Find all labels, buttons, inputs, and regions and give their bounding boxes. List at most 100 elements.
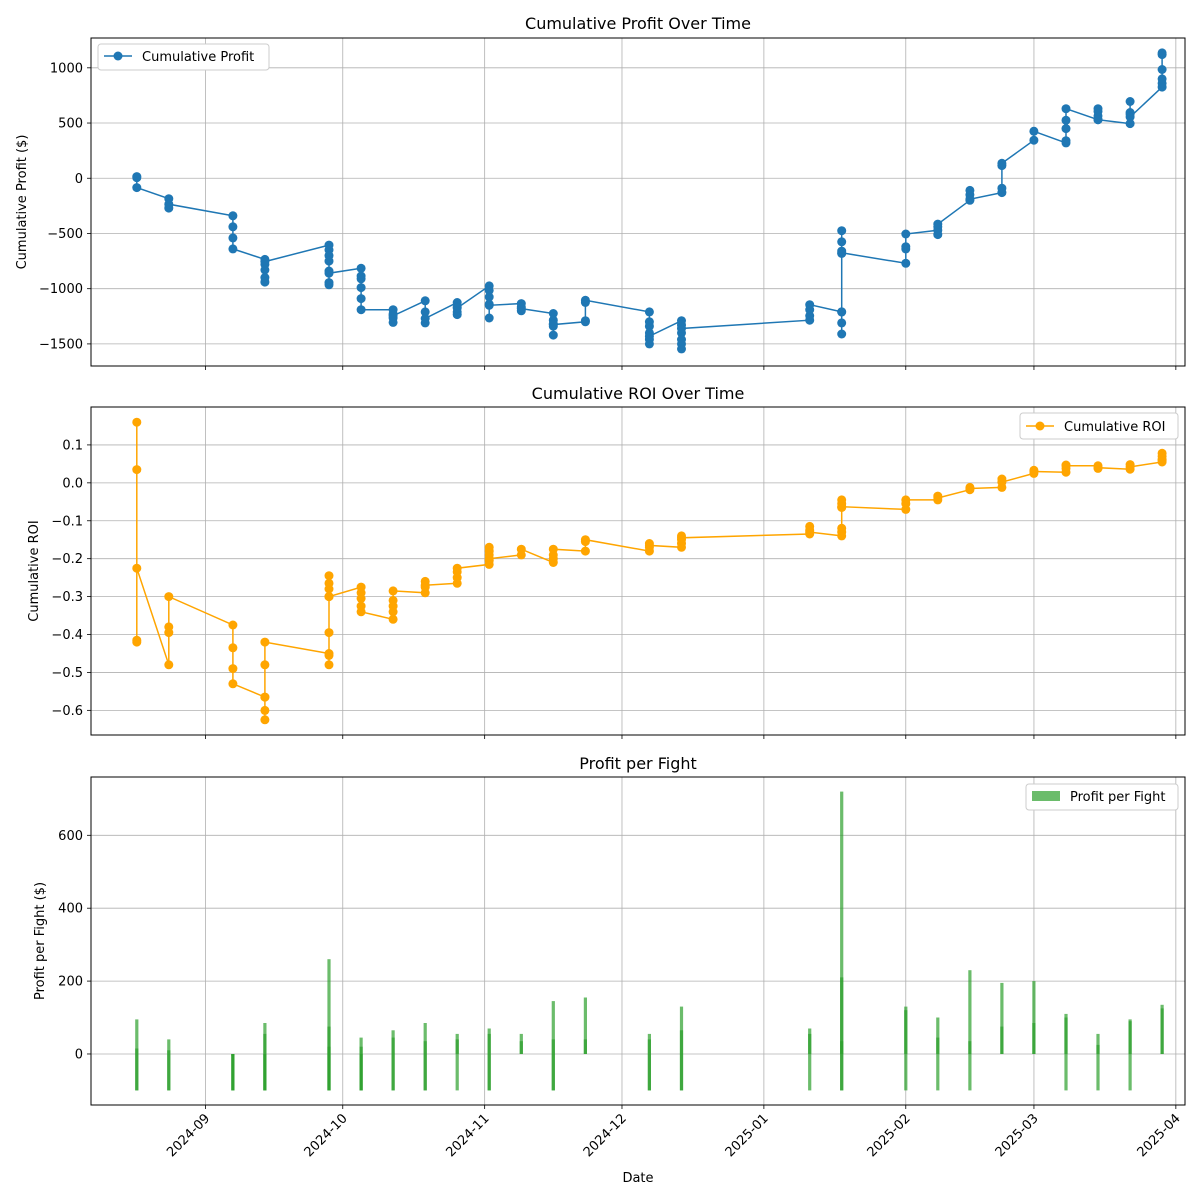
x-tick-label: 2025-03 (993, 1111, 1042, 1160)
data-point (484, 300, 494, 310)
bar (679, 1054, 684, 1091)
data-point (1061, 115, 1071, 125)
data-point (260, 692, 270, 702)
panel-cumulative-roi: Cumulative ROI Over Time Cumulative ROI … (27, 384, 1186, 739)
x-tick-label: 2025-01 (723, 1111, 772, 1160)
bar (1096, 1033, 1100, 1054)
data-point (1029, 126, 1039, 136)
data-point (1157, 455, 1167, 465)
data-point (260, 637, 270, 647)
data-point (837, 307, 847, 317)
data-point (260, 715, 270, 725)
data-point (901, 242, 911, 252)
grid (91, 777, 1185, 1105)
bar (904, 1054, 908, 1091)
axes-frame (90, 37, 1186, 367)
data-point (997, 183, 1007, 193)
data-point (997, 158, 1007, 168)
data-point (548, 330, 558, 340)
y-tick-label: −0.3 (51, 590, 83, 605)
y-tick-label: 0 (75, 172, 83, 187)
x-tick-label: 2025-02 (865, 1111, 914, 1160)
y-tick-label: 600 (58, 829, 83, 844)
data-point (420, 307, 430, 317)
bar (359, 1037, 363, 1054)
data-point (644, 321, 654, 331)
data-point (901, 495, 911, 505)
axes-frame (90, 406, 1186, 736)
data-point (965, 484, 975, 493)
data-point (644, 331, 654, 341)
bar (808, 1054, 812, 1091)
data-point (228, 222, 238, 232)
y-tick-label: 400 (58, 902, 83, 917)
data-point (837, 329, 847, 339)
data-point (1125, 462, 1135, 472)
data-point (644, 339, 654, 349)
data-point (260, 705, 270, 715)
data-point (1157, 74, 1167, 84)
data-point (901, 258, 911, 268)
data-point (1029, 135, 1039, 145)
grid (91, 407, 1185, 735)
data-point (516, 304, 526, 314)
bar (840, 1054, 844, 1091)
y-tick-label: 0 (75, 1047, 83, 1062)
bar (840, 1041, 844, 1054)
legend-marker (113, 51, 123, 61)
data-point (324, 578, 334, 588)
data-point (356, 274, 366, 284)
bar (1096, 1054, 1100, 1091)
data-point (132, 563, 142, 573)
bar (519, 1041, 523, 1054)
legend-marker (1035, 421, 1045, 431)
plot-area (132, 417, 1167, 725)
bar (1064, 1017, 1068, 1054)
bar (968, 1054, 972, 1091)
data-point (324, 650, 334, 660)
data-point (228, 643, 238, 653)
data-point (356, 305, 366, 315)
data-point (965, 185, 975, 195)
data-point (1125, 119, 1135, 129)
data-point (580, 546, 590, 556)
data-point (677, 324, 686, 333)
data-point (1157, 65, 1167, 74)
data-point (1029, 467, 1039, 476)
data-point (1157, 448, 1167, 458)
bar (551, 1039, 555, 1054)
data-point (1093, 104, 1103, 114)
data-point (420, 580, 430, 590)
data-point (388, 614, 398, 624)
data-point (324, 660, 334, 670)
bar (551, 1054, 555, 1091)
y-tick-label: −0.5 (51, 666, 83, 681)
bar (936, 1054, 940, 1091)
panel-cumulative-profit: Cumulative Profit Over Time Cumulative P… (15, 14, 1186, 370)
bar (936, 1017, 940, 1054)
x-tick-labels: 2024-09 2024-10 2024-11 2024-12 2025-01 2025-… (164, 1111, 1183, 1160)
data-point (324, 280, 334, 290)
bar (263, 1054, 267, 1091)
bar (327, 959, 331, 1054)
legend-label: Cumulative Profit (142, 50, 254, 65)
data-point (837, 523, 847, 533)
data-point (356, 594, 366, 603)
data-point (260, 660, 270, 670)
data-point (1093, 115, 1103, 125)
y-tick-label: −0.2 (51, 552, 83, 567)
data-point (644, 307, 654, 317)
data-point (388, 595, 398, 605)
bar (583, 997, 587, 1054)
data-point (997, 477, 1007, 487)
axis-ticks: −1500 −1000 −500 0 500 1000 (39, 61, 1177, 370)
data-point (388, 317, 398, 327)
data-point (677, 533, 686, 543)
data-point (324, 256, 334, 266)
data-point (324, 571, 334, 581)
y-axis-label: Cumulative ROI (27, 520, 42, 621)
y-axis-label: Cumulative Profit ($) (15, 135, 30, 270)
bar (551, 1001, 555, 1054)
legend: Cumulative ROI (1019, 412, 1179, 440)
data-point (228, 233, 238, 243)
